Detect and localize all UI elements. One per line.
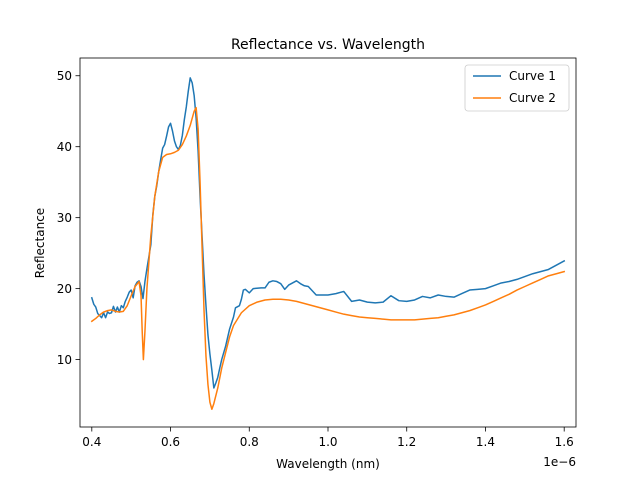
x-axis-ticks: 0.4 0.6 0.8 1.0 1.2 1.4 1.6	[82, 427, 574, 449]
x-tick-label: 1.0	[318, 435, 337, 449]
x-axis-label: Wavelength (nm)	[276, 457, 380, 471]
series-layer	[90, 77, 566, 411]
y-axis-label: Reflectance	[33, 208, 47, 278]
legend-label-curve-1: Curve 1	[509, 69, 556, 83]
x-tick-label: 1.6	[555, 435, 574, 449]
x-tick-label: 0.6	[161, 435, 180, 449]
x-tick-label: 1.4	[476, 435, 495, 449]
legend-label-curve-2: Curve 2	[509, 91, 556, 105]
x-axis-offset-label: 1e−6	[543, 455, 576, 469]
legend: Curve 1 Curve 2	[464, 64, 570, 112]
chart-title: Reflectance vs. Wavelength	[231, 37, 425, 53]
y-tick-label: 10	[57, 353, 72, 367]
x-tick-label: 0.4	[82, 435, 101, 449]
y-tick-label: 50	[57, 69, 72, 83]
y-tick-label: 40	[57, 140, 72, 154]
y-tick-label: 20	[57, 282, 72, 296]
x-tick-label: 0.8	[240, 435, 259, 449]
y-axis-ticks: 10 20 30 40 50	[57, 69, 80, 367]
series-line-2	[90, 106, 566, 411]
y-tick-label: 30	[57, 211, 72, 225]
x-tick-label: 1.2	[397, 435, 416, 449]
